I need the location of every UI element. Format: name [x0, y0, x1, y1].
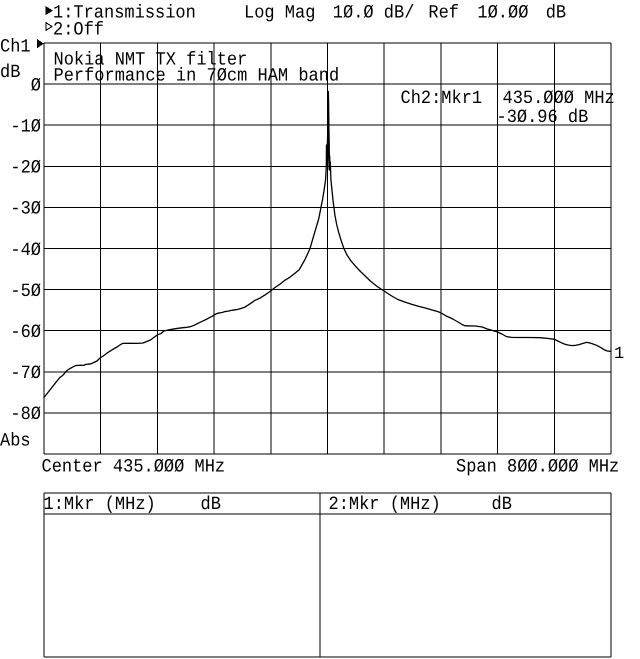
svg-text:Ref: Ref	[428, 3, 459, 24]
svg-text:435.ØØØ MHz: 435.ØØØ MHz	[503, 89, 615, 110]
svg-text:Performance in 7Øcm HAM band: Performance in 7Øcm HAM band	[54, 66, 340, 87]
svg-text:1Ø.ØØ: 1Ø.ØØ	[477, 3, 528, 24]
svg-text:dB: dB	[0, 63, 20, 84]
svg-text:-3Ø.96 dB: -3Ø.96 dB	[497, 108, 589, 129]
svg-text:Abs: Abs	[0, 431, 31, 452]
svg-text:2:Off: 2:Off	[53, 20, 104, 41]
svg-text:dB: dB	[546, 3, 566, 24]
svg-text:Log Mag: Log Mag	[244, 3, 315, 24]
svg-text:1:Mkr (MHz): 1:Mkr (MHz)	[44, 495, 156, 516]
svg-text:-6Ø: -6Ø	[10, 323, 41, 344]
svg-text:-2Ø: -2Ø	[10, 158, 41, 179]
svg-text:-1Ø: -1Ø	[10, 117, 41, 138]
svg-text:1:Transmission: 1:Transmission	[53, 3, 196, 24]
svg-text:Ch2:Mkr1: Ch2:Mkr1	[401, 89, 483, 110]
svg-text:Ø: Ø	[31, 76, 41, 97]
svg-text:Center 435.ØØØ MHz: Center 435.ØØØ MHz	[42, 457, 226, 478]
svg-text:Span 8ØØ.ØØØ MHz: Span 8ØØ.ØØØ MHz	[456, 457, 619, 478]
svg-text:-8Ø: -8Ø	[10, 405, 41, 426]
svg-text:Nokia NMT TX filter: Nokia NMT TX filter	[54, 50, 248, 71]
svg-text:-5Ø: -5Ø	[10, 282, 41, 303]
svg-text:2:Mkr (MHz): 2:Mkr (MHz)	[329, 495, 441, 516]
svg-text:Ch1: Ch1	[0, 37, 31, 58]
svg-text:1Ø.Ø dB/: 1Ø.Ø dB/	[333, 3, 415, 24]
svg-text:-7Ø: -7Ø	[10, 364, 41, 385]
svg-text:1: 1	[614, 345, 624, 364]
svg-text:-4Ø: -4Ø	[10, 241, 41, 262]
svg-text:dB: dB	[201, 495, 221, 516]
svg-text:dB: dB	[492, 495, 512, 516]
svg-text:-3Ø: -3Ø	[10, 199, 41, 220]
